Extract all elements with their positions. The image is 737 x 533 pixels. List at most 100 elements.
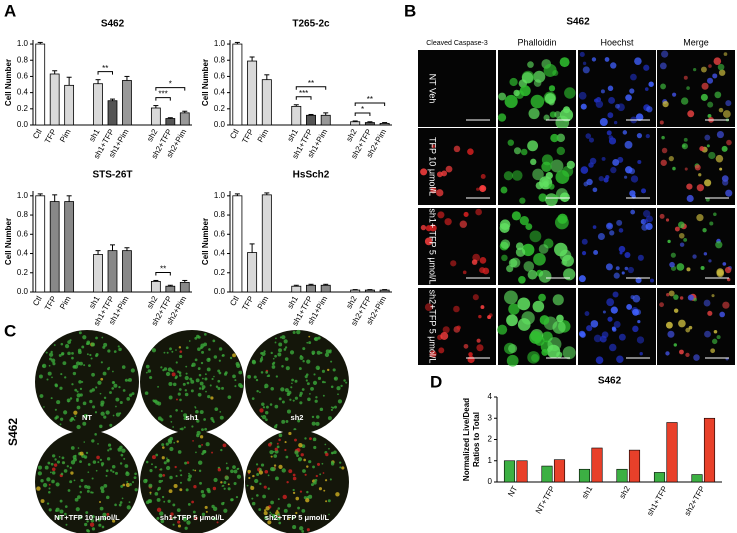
- cell: [97, 380, 102, 385]
- y-tick-label: 0.2: [17, 104, 29, 113]
- cell: [204, 373, 207, 376]
- cell: [50, 397, 53, 400]
- bar: [64, 84, 75, 126]
- cell: [134, 472, 137, 476]
- cell: [162, 368, 165, 372]
- cell: [301, 509, 306, 513]
- cell: [725, 189, 733, 197]
- cell: [179, 354, 183, 359]
- cell: [78, 331, 82, 335]
- cell: [588, 137, 594, 143]
- x-tick-label: sh2: [344, 294, 359, 310]
- cell: [187, 502, 191, 506]
- cell: [683, 137, 688, 142]
- cell: [592, 187, 598, 193]
- cell: [510, 257, 521, 268]
- cell: [608, 135, 614, 140]
- cell: [118, 347, 122, 352]
- cell: [269, 450, 274, 455]
- cell: [64, 505, 68, 508]
- cell: [94, 433, 97, 436]
- cell: [69, 480, 73, 484]
- cell: [678, 319, 686, 328]
- well-label: NT: [82, 413, 92, 422]
- cell: [157, 385, 159, 388]
- cell: [613, 272, 620, 279]
- bar: [93, 83, 103, 126]
- cell: [220, 448, 223, 452]
- cell: [683, 75, 688, 80]
- y-tick-label: 0.6: [214, 72, 226, 81]
- bar: [179, 281, 190, 293]
- cell: [109, 391, 112, 394]
- cell: [285, 455, 289, 459]
- cell: [73, 457, 77, 462]
- cell: [79, 393, 83, 397]
- y-tick-label: 1.0: [214, 191, 226, 200]
- cell: [165, 371, 171, 377]
- cell: [179, 469, 182, 472]
- cell: [95, 469, 98, 472]
- cell: [478, 314, 482, 319]
- cell: [179, 481, 183, 484]
- cell: [479, 257, 487, 264]
- cell: [282, 494, 287, 500]
- cell: [599, 118, 608, 126]
- cell: [277, 498, 280, 501]
- cell: [713, 57, 722, 66]
- cell: [559, 192, 570, 203]
- cell: [172, 503, 176, 507]
- cell: [618, 245, 626, 253]
- cell: [82, 401, 87, 406]
- cell: [85, 511, 89, 514]
- cell: [289, 350, 295, 355]
- bar: [49, 73, 60, 126]
- cell: [532, 300, 545, 313]
- cell: [273, 464, 277, 467]
- cell: [424, 303, 433, 311]
- cell: [119, 412, 122, 415]
- cell: [334, 405, 337, 409]
- y-tick-label: 0.8: [214, 55, 226, 64]
- bar: [616, 468, 628, 483]
- cell: [606, 222, 614, 230]
- cell: [528, 108, 540, 120]
- cell: [61, 352, 65, 356]
- cell: [117, 345, 120, 348]
- cell: [669, 261, 675, 268]
- cell: [51, 358, 56, 363]
- cell: [544, 93, 556, 104]
- cell: [284, 388, 289, 393]
- cell: [694, 164, 701, 171]
- x-tick-label: TFP: [240, 295, 255, 313]
- cell: [278, 521, 282, 525]
- cell: [107, 367, 110, 371]
- y-tick-label: 1.0: [17, 191, 29, 200]
- cell: [79, 361, 83, 366]
- cell: [278, 342, 283, 347]
- cell: [667, 239, 671, 244]
- cell: [199, 381, 204, 386]
- cell: [686, 86, 690, 90]
- cell: [306, 341, 309, 344]
- cell: [209, 384, 212, 387]
- cell: [321, 380, 325, 384]
- cell: [545, 171, 553, 180]
- panel-label: C: [4, 321, 16, 340]
- cell: [660, 83, 666, 90]
- bar: [306, 284, 316, 293]
- cell: [149, 469, 153, 473]
- cell: [693, 68, 697, 72]
- cell: [582, 66, 590, 74]
- cell: [686, 183, 693, 190]
- bar: [107, 100, 118, 126]
- cell: [325, 500, 328, 503]
- cell: [221, 386, 224, 390]
- cell: [145, 371, 148, 374]
- panel-label: A: [4, 1, 16, 20]
- cell: [188, 472, 190, 475]
- y-tick-label: 0.4: [214, 88, 226, 97]
- cell: [276, 445, 280, 449]
- cell: [521, 72, 534, 84]
- cell: [618, 228, 624, 233]
